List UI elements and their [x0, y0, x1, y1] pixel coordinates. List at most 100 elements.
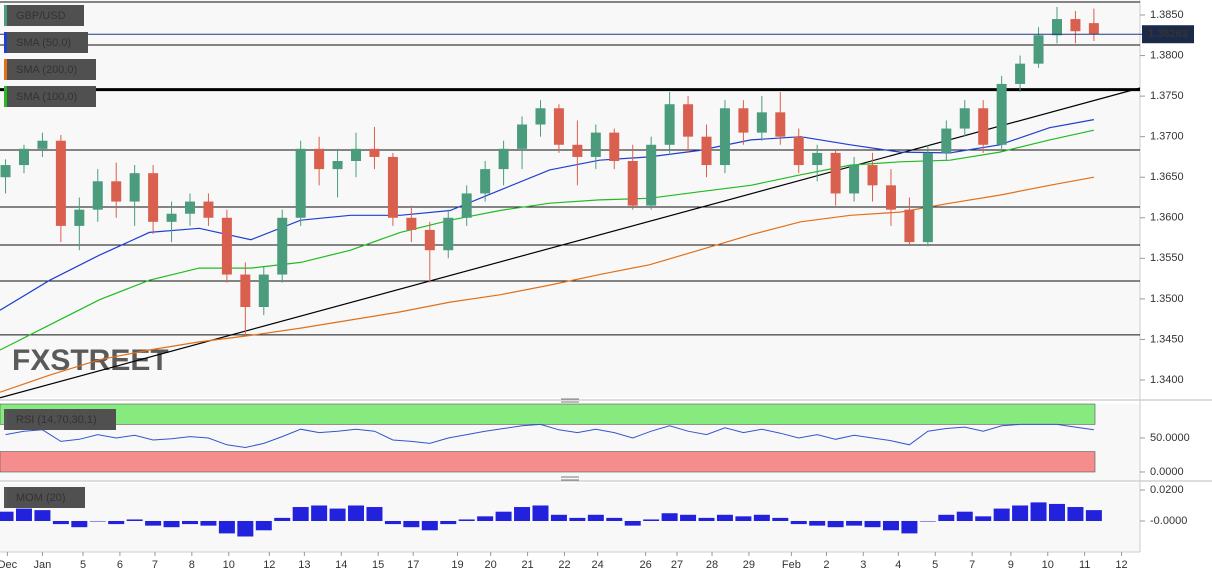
x-tick-label: 29 [743, 559, 755, 571]
band [0, 403, 1096, 425]
candle-body [978, 108, 989, 145]
mom-bar [52, 520, 69, 525]
x-tick-label: 22 [558, 559, 570, 571]
mom-bar [532, 505, 549, 521]
x-tick-label: 9 [1008, 559, 1014, 571]
candle-body [166, 213, 177, 222]
mom-bar [218, 520, 235, 534]
x-tick-label: 10 [223, 559, 235, 571]
candle-body [517, 124, 528, 149]
mom-bar [477, 516, 494, 521]
candle-body [1070, 19, 1081, 32]
candle-body [664, 104, 675, 145]
candle-body [0, 165, 11, 178]
mom-bar [569, 517, 586, 521]
mom-bar [975, 516, 992, 521]
candle-body [885, 185, 896, 210]
candle-body [240, 274, 251, 307]
candle-body [185, 201, 195, 214]
x-tick-label: 12 [1115, 559, 1127, 571]
candle-body [775, 112, 786, 137]
y-tick-label: -0.0000 [1150, 515, 1187, 527]
mom-bar [200, 520, 217, 526]
x-tick-label: 24 [592, 559, 604, 571]
rsi-line [5, 423, 1094, 449]
y-tick-label: 1.3700 [1150, 131, 1184, 143]
mom-bar [716, 514, 733, 521]
sma-line [0, 176, 1095, 393]
watermark: FXSTREET [12, 344, 169, 377]
mom-bar [698, 517, 715, 521]
mom-bar [292, 507, 309, 521]
legend-label: RSI (14,70,30,1) [16, 414, 97, 426]
candle-body [369, 148, 380, 157]
candle-body [719, 108, 730, 166]
candle-body [203, 201, 214, 218]
mom-bar [790, 520, 807, 525]
mom-bar [403, 520, 420, 528]
legend-swatch [4, 86, 7, 107]
sma-line [0, 119, 1095, 311]
resize-grip[interactable] [561, 398, 579, 403]
candle-body [314, 148, 325, 170]
mom-bar [680, 514, 697, 521]
legend-box [4, 409, 116, 430]
x-tick-label: Feb [782, 559, 801, 571]
candle-body [221, 217, 232, 275]
candle-body [756, 112, 767, 133]
y-tick-label: 1.3800 [1150, 49, 1184, 61]
mom-bar [1030, 502, 1047, 521]
mom-bar [421, 520, 438, 531]
y-tick-label: 1.3750 [1150, 90, 1184, 102]
mom-bar [1067, 507, 1084, 521]
last-price-box [1142, 25, 1194, 44]
mom-bar [882, 520, 899, 531]
mom-bar [274, 517, 291, 521]
mom-bar [458, 519, 475, 521]
candle-body [498, 148, 509, 170]
x-tick-label: 14 [335, 559, 347, 571]
mom-bar [550, 514, 567, 521]
candle-body [1051, 19, 1062, 36]
resize-grip[interactable] [561, 476, 579, 481]
legend-swatch [4, 59, 7, 80]
mom-bar [182, 520, 198, 525]
y-tick-label: 1.3550 [1150, 252, 1184, 264]
candle-body [572, 144, 583, 157]
mom-bar [1085, 510, 1102, 521]
x-tick-label: 17 [407, 559, 419, 571]
candle-body [959, 108, 970, 129]
mom-bar [329, 508, 346, 521]
legend-label: MOM (20) [16, 492, 66, 504]
mom-bar [938, 514, 955, 521]
mom-bar [89, 520, 106, 522]
legend-box [4, 5, 84, 26]
mom-bar [0, 511, 14, 521]
legend-swatch [4, 5, 7, 26]
legend-box [4, 487, 85, 508]
candle-body [553, 108, 564, 145]
mom-bar [1012, 505, 1029, 521]
candle-body [129, 173, 140, 202]
x-tick-label: 21 [521, 559, 533, 571]
y-tick-label: 1.3450 [1150, 333, 1184, 345]
mom-bar [919, 520, 936, 522]
candle-body [37, 140, 48, 149]
mom-bar [1048, 503, 1065, 521]
x-tick-label: 6 [117, 559, 123, 571]
legend-box [4, 86, 96, 107]
x-tick-label: 15 [372, 559, 384, 571]
x-tick-label: 4 [895, 559, 901, 571]
mom-bar [901, 520, 918, 534]
mom-bar [643, 519, 660, 521]
candle-body [18, 148, 29, 166]
candle-body [258, 274, 269, 307]
candle-body [406, 217, 417, 230]
candle-body [627, 161, 638, 206]
candle-body [387, 156, 398, 218]
candle-body [1088, 23, 1099, 35]
candle-body [793, 136, 804, 166]
x-tick-label: 27 [671, 559, 683, 571]
candle-body [111, 181, 122, 202]
